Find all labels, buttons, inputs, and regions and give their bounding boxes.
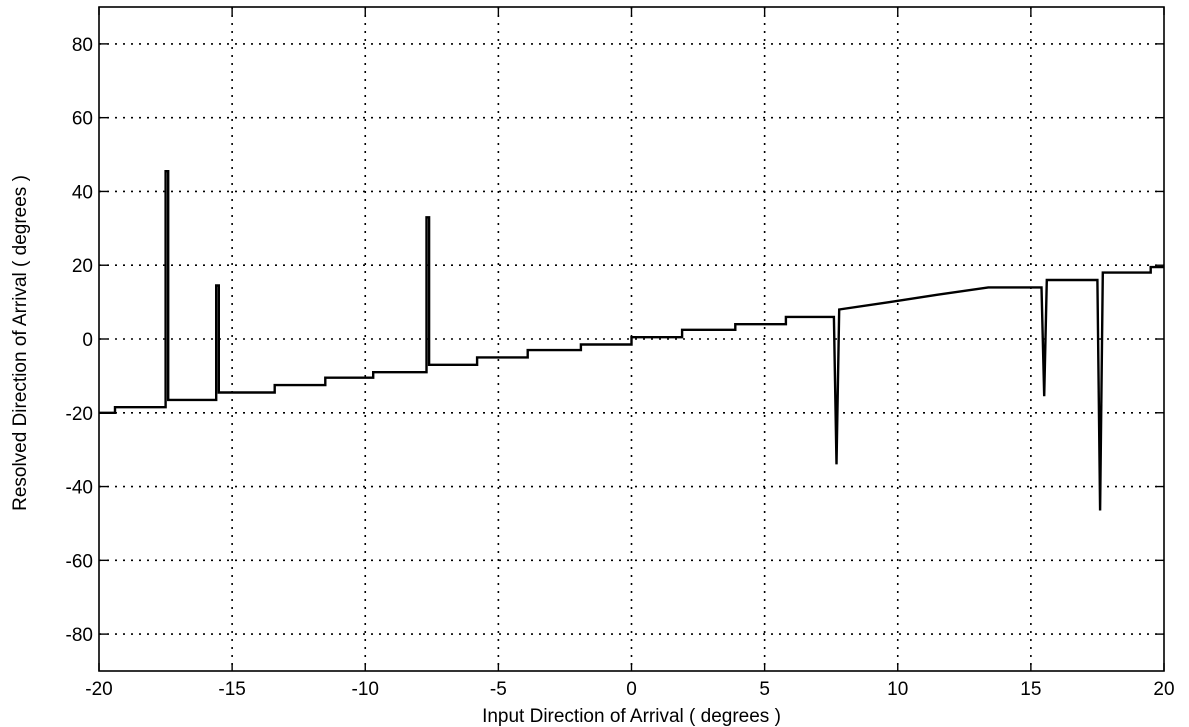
x-tick-label: 15: [1020, 679, 1041, 700]
x-axis-label: Input Direction of Arrival ( degrees ): [482, 706, 781, 727]
y-tick-label: 60: [72, 109, 93, 130]
y-tick-label: 20: [72, 256, 93, 277]
y-tick-label: -60: [66, 551, 93, 572]
y-tick-label: -80: [66, 625, 93, 646]
y-tick-label: 0: [82, 330, 93, 351]
x-tick-label: 0: [626, 679, 637, 700]
x-tick-labels: -20 -15 -10 -5 0 5 10 15 20: [85, 679, 1174, 700]
x-tick-label: -20: [85, 679, 112, 700]
x-tick-label: 5: [759, 679, 770, 700]
y-axis-label: Resolved Direction of Arrival ( degrees …: [10, 175, 31, 511]
x-tick-label: -10: [352, 679, 379, 700]
grid-layer: [99, 7, 1164, 671]
y-tick-label: -20: [66, 404, 93, 425]
y-tick-label: 80: [72, 35, 93, 56]
y-tick-label: -40: [66, 478, 93, 499]
series-layer: [99, 169, 1164, 511]
y-tick-labels: 80 60 40 20 0 -20 -40 -60 -80: [66, 35, 93, 646]
x-tick-label: -5: [490, 679, 507, 700]
x-tick-label: -15: [218, 679, 245, 700]
x-tick-label: 10: [887, 679, 908, 700]
series-line: [99, 169, 1164, 511]
x-tick-label: 20: [1153, 679, 1174, 700]
y-tick-label: 40: [72, 182, 93, 203]
plot-frame: [98, 6, 1165, 672]
